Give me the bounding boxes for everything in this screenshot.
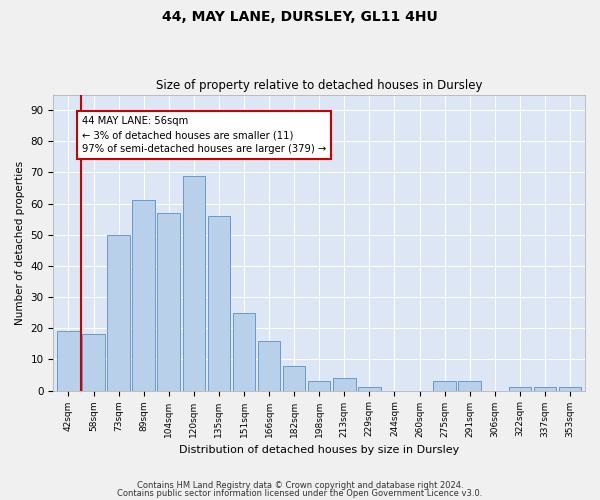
Bar [258,340,280,390]
Bar [182,176,205,390]
Bar [333,378,356,390]
Bar [533,388,556,390]
Bar [82,334,105,390]
Bar [559,388,581,390]
Bar [133,200,155,390]
Bar [308,381,331,390]
Bar [157,213,180,390]
Bar [233,312,255,390]
Bar [358,388,380,390]
Bar [283,366,305,390]
Bar [433,381,456,390]
Y-axis label: Number of detached properties: Number of detached properties [15,160,25,324]
Bar [57,332,80,390]
Bar [208,216,230,390]
Bar [458,381,481,390]
Text: 44, MAY LANE, DURSLEY, GL11 4HU: 44, MAY LANE, DURSLEY, GL11 4HU [162,10,438,24]
Text: Contains public sector information licensed under the Open Government Licence v3: Contains public sector information licen… [118,488,482,498]
Title: Size of property relative to detached houses in Dursley: Size of property relative to detached ho… [156,79,482,92]
Text: Contains HM Land Registry data © Crown copyright and database right 2024.: Contains HM Land Registry data © Crown c… [137,481,463,490]
Text: 44 MAY LANE: 56sqm
← 3% of detached houses are smaller (11)
97% of semi-detached: 44 MAY LANE: 56sqm ← 3% of detached hous… [82,116,326,154]
X-axis label: Distribution of detached houses by size in Dursley: Distribution of detached houses by size … [179,445,460,455]
Bar [509,388,531,390]
Bar [107,235,130,390]
